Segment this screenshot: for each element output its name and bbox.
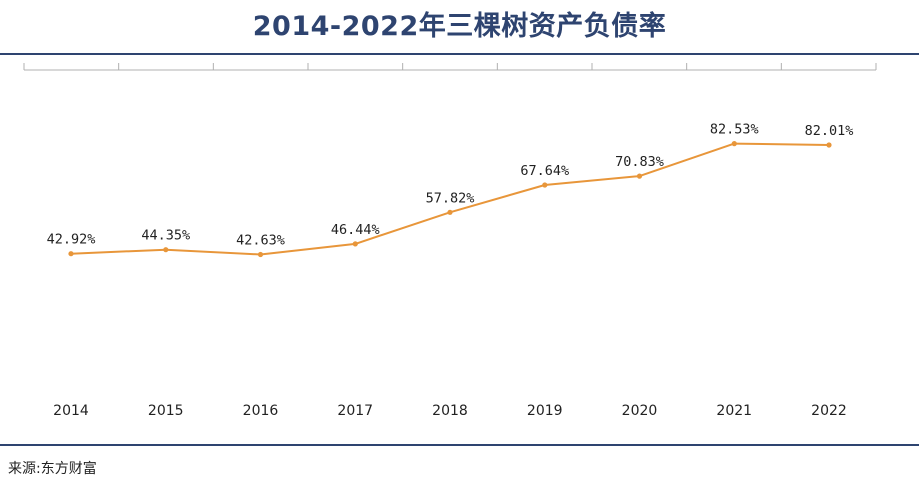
data-point — [163, 247, 169, 253]
data-label: 42.92% — [47, 232, 96, 248]
footer-divider — [0, 444, 919, 446]
data-point — [826, 142, 832, 148]
x-tick-label: 2020 — [622, 403, 658, 419]
source-note: 来源:东方财富 — [8, 461, 97, 477]
x-tick-label: 2021 — [716, 403, 752, 419]
data-point — [257, 251, 264, 258]
data-label: 42.63% — [236, 233, 285, 249]
data-label: 57.82% — [426, 190, 475, 206]
data-point — [352, 241, 358, 247]
x-tick-label: 2018 — [432, 403, 468, 419]
x-tick-label: 2022 — [811, 403, 847, 419]
title-divider — [0, 53, 919, 55]
x-tick-label: 2016 — [243, 403, 279, 419]
x-tick-label: 2015 — [148, 403, 184, 419]
data-label: 70.83% — [615, 154, 664, 170]
data-label: 67.64% — [520, 163, 569, 179]
x-tick-label: 2017 — [337, 403, 373, 419]
chart-title: 2014-2022年三棵树资产负债率 — [252, 11, 667, 42]
data-point — [542, 182, 548, 188]
data-label: 82.53% — [710, 122, 759, 138]
x-tick-label: 2014 — [53, 403, 89, 419]
data-label: 44.35% — [141, 228, 190, 244]
data-point — [68, 251, 74, 257]
data-label: 46.44% — [331, 222, 380, 238]
x-tick-label: 2019 — [527, 403, 563, 419]
data-point — [731, 141, 737, 147]
data-point — [636, 173, 643, 179]
data-label: 82.01% — [805, 123, 854, 139]
data-point — [447, 209, 453, 215]
